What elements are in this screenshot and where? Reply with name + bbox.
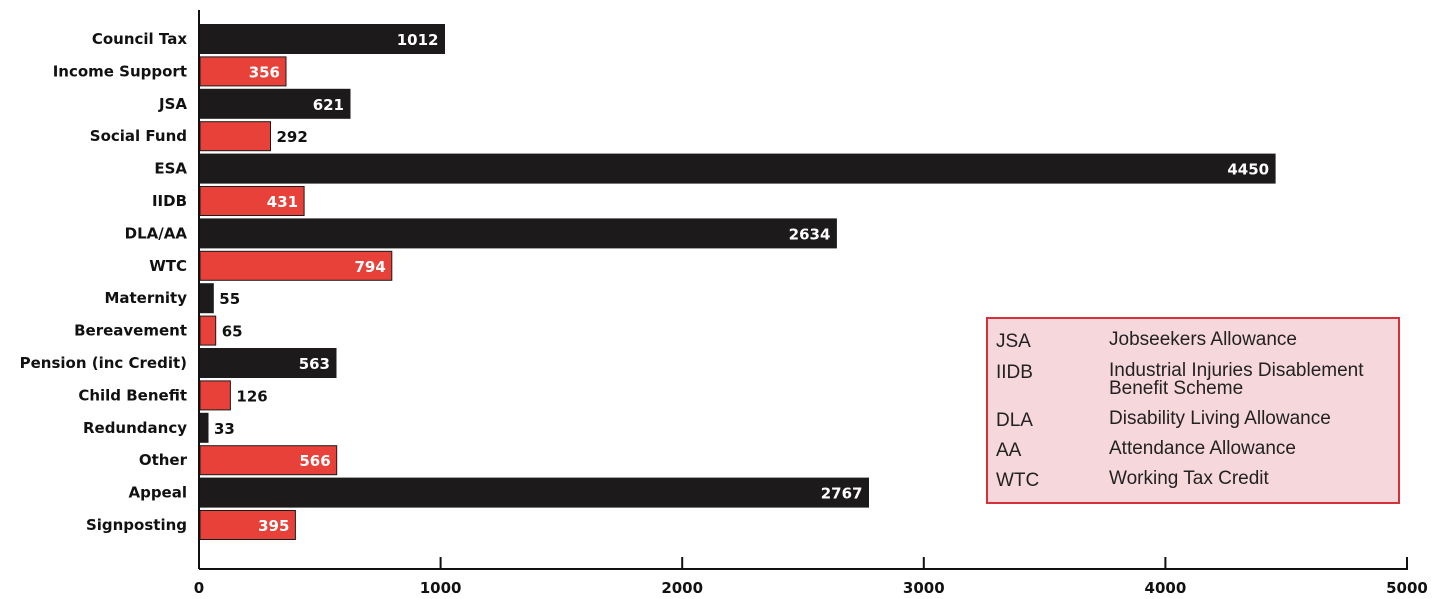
category-label: Income Support [53,62,187,80]
category-label: WTC [149,257,187,275]
value-label: 563 [299,355,330,373]
bars-group [199,24,1276,540]
legend-desc: Disability Living Allowance [1109,408,1331,429]
bar [199,412,209,443]
legend-abbr: DLA [996,410,1033,431]
bar [199,88,351,119]
value-label: 566 [299,452,330,470]
value-label: 4450 [1227,161,1269,179]
bar [199,56,287,87]
category-label: Maternity [104,289,187,307]
x-tick-label: 2000 [661,579,703,597]
value-label: 126 [236,387,267,405]
category-label: Signposting [86,516,187,534]
category-label: Appeal [128,484,187,502]
abbreviation-legend: JSA Jobseekers Allowance IIDB Industrial… [986,317,1400,504]
legend-desc: Jobseekers Allowance [1109,329,1297,350]
bar [199,153,1276,184]
value-label: 2634 [789,225,831,243]
legend-desc: Working Tax Credit [1109,468,1269,489]
bar [199,510,296,540]
category-label: Social Fund [90,127,187,145]
category-labels-group: Council Tax 1012 Income Support 356 JSA 621 So… [20,30,1270,535]
value-label: 431 [267,193,298,211]
value-label: 292 [277,128,308,146]
x-tick-label: 1000 [420,579,462,597]
bar [199,121,271,152]
x-tick-label: 0 [194,579,204,597]
axes-group: 0 1000 2000 3000 4000 5000 [194,10,1428,597]
value-label: 395 [258,517,289,535]
category-label: IIDB [152,192,187,210]
legend-abbr: IIDB [996,362,1033,383]
category-label: JSA [158,95,187,113]
bar [199,24,445,54]
category-label: Pension (inc Credit) [20,354,187,372]
category-label: ESA [154,160,187,178]
value-label: 794 [354,258,385,276]
value-label: 2767 [821,485,863,503]
bar [199,315,217,346]
value-label: 33 [214,420,235,438]
category-label: Other [139,451,188,469]
value-label: 356 [249,63,280,81]
legend-desc: Attendance Allowance [1109,438,1296,459]
legend-desc: Industrial Injuries Disablement Benefit … [1109,360,1364,399]
bar [199,380,231,411]
category-label: Council Tax [92,30,187,48]
category-label: Redundancy [83,419,187,437]
value-label: 621 [313,96,344,114]
category-label: Child Benefit [78,386,187,404]
value-label: 65 [222,323,243,341]
value-label: 55 [219,290,240,308]
bar [199,348,337,378]
legend-abbr: AA [996,440,1022,461]
legend-abbr: WTC [996,470,1040,491]
x-tick-label: 4000 [1145,579,1187,597]
category-label: DLA/AA [125,224,188,242]
bar [199,218,837,249]
x-tick-label: 3000 [903,579,945,597]
value-label: 1012 [397,31,439,49]
x-tick-label: 5000 [1386,579,1428,597]
bar [199,477,869,508]
bar [199,445,338,476]
bar [199,283,214,314]
legend-abbr: JSA [996,331,1031,352]
category-label: Bereavement [74,322,187,340]
